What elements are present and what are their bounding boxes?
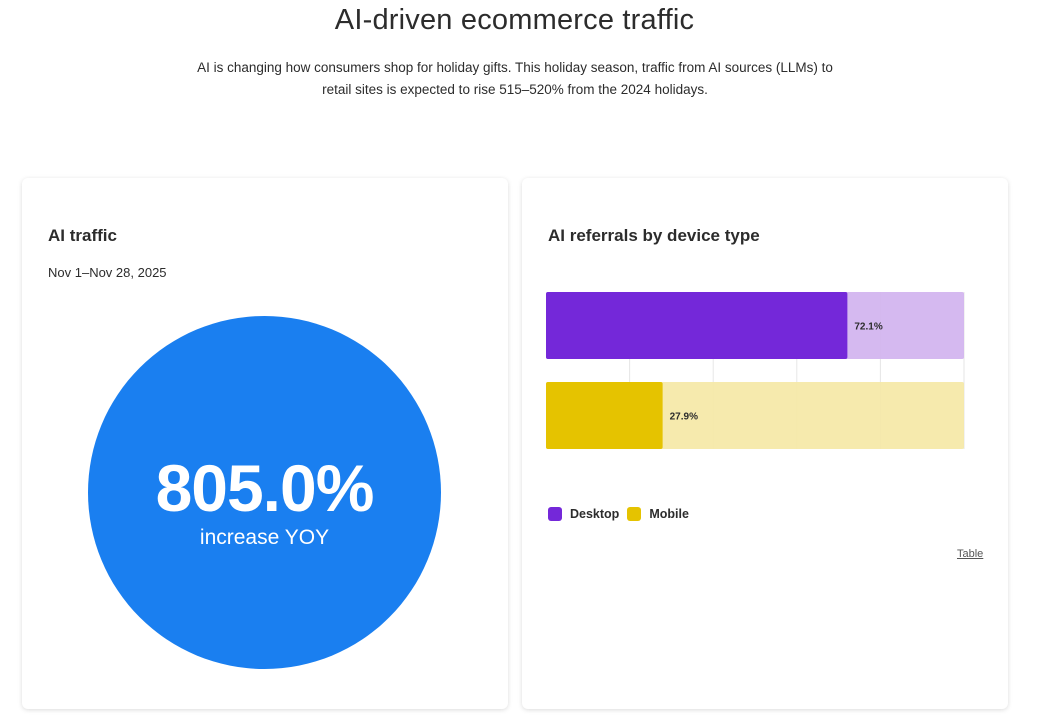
ai-traffic-caption: increase YOY [199, 526, 330, 549]
ai-traffic-circle: 805.0% increase YOY [88, 316, 441, 669]
bar-label-desktop: 72.1% [854, 322, 882, 333]
device-type-card: AI referrals by device type 72.1% 27.9% D… [522, 178, 1008, 709]
ai-traffic-value: 805.0% [155, 451, 375, 525]
page-subtitle: AI is changing how consumers shop for ho… [197, 60, 833, 97]
legend-item-desktop[interactable]: Desktop [548, 507, 619, 521]
legend-label-mobile: Mobile [649, 507, 689, 521]
bar-desktop[interactable] [546, 292, 848, 359]
device-bar-chart: 72.1% 27.9% [546, 292, 965, 449]
legend-swatch-mobile [627, 507, 642, 521]
ai-traffic-title: AI traffic [48, 226, 117, 245]
ai-traffic-date-range: Nov 1–Nov 28, 2025 [48, 265, 167, 280]
ai-traffic-card: AI traffic Nov 1–Nov 28, 2025 805.0% inc… [22, 178, 508, 709]
chart-legend: Desktop Mobile [548, 507, 697, 521]
page-title: AI-driven ecommerce traffic [334, 4, 695, 36]
bar-label-mobile: 27.9% [670, 412, 698, 423]
bar-mobile[interactable] [546, 382, 663, 449]
device-chart-title: AI referrals by device type [548, 226, 760, 245]
legend-swatch-desktop [548, 507, 562, 521]
legend-item-mobile[interactable]: Mobile [627, 507, 689, 521]
legend-label-desktop: Desktop [570, 507, 620, 521]
table-view-link[interactable]: Table [957, 548, 984, 560]
